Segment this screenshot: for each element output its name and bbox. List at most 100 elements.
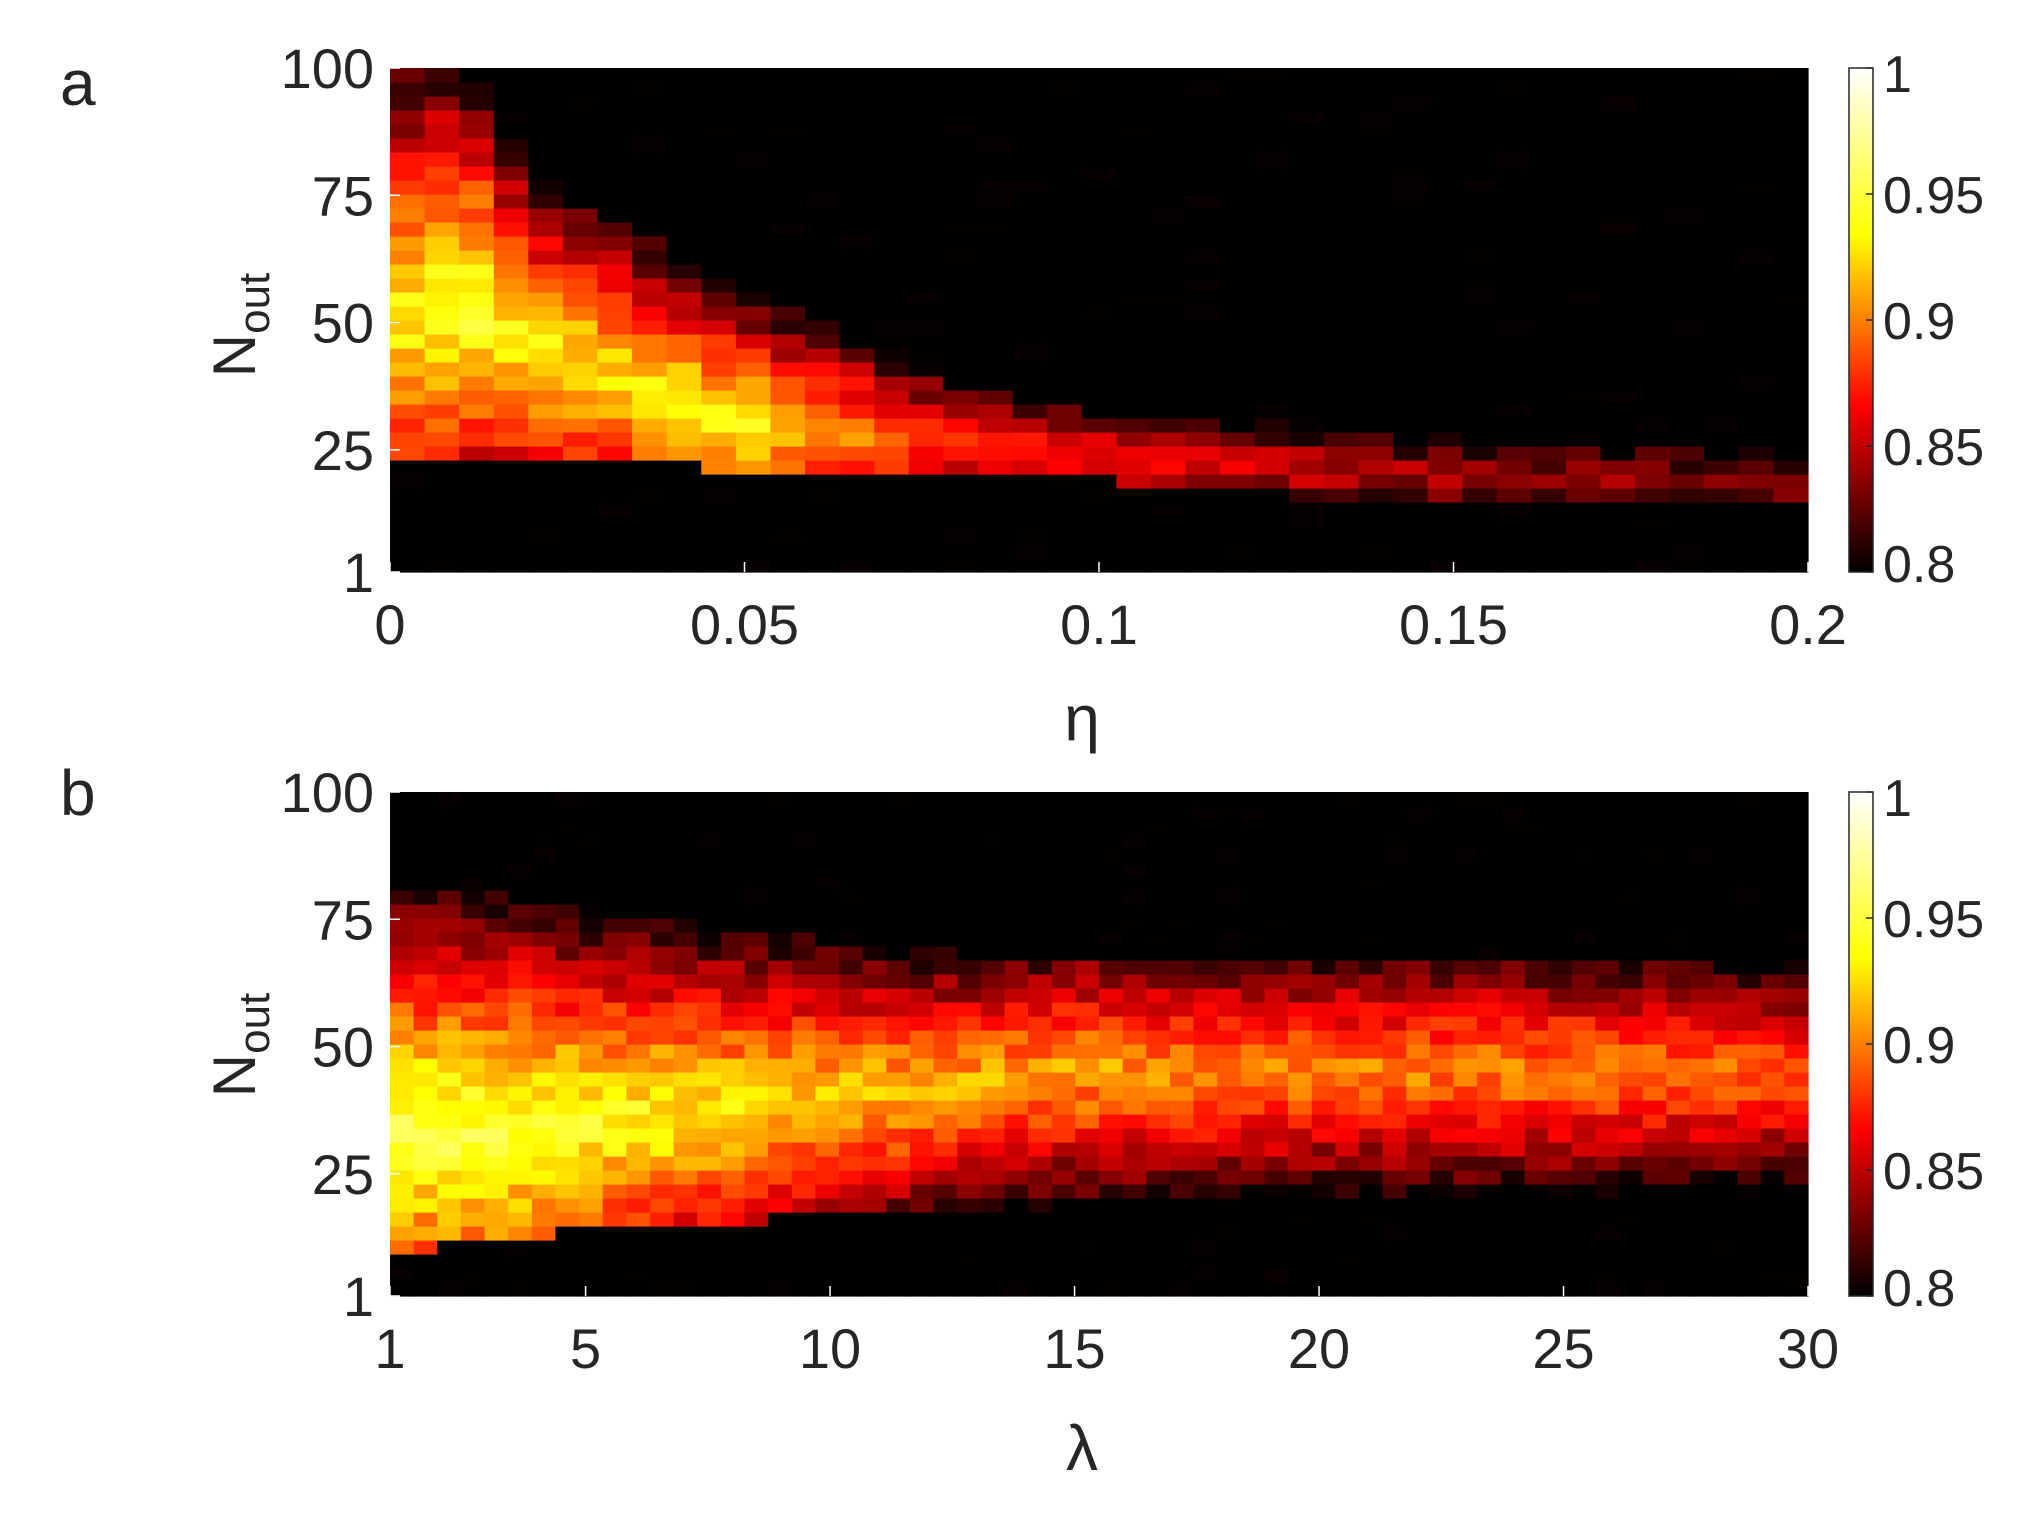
heatmap-cell	[649, 1268, 675, 1283]
heatmap-cell	[626, 1142, 651, 1157]
heatmap-cell	[508, 890, 533, 905]
heatmap-cell	[1571, 1240, 1596, 1255]
heatmap-cell	[908, 418, 944, 433]
heatmap-cell	[666, 264, 702, 279]
heatmap-cell	[701, 334, 737, 349]
heatmap-cell	[1565, 264, 1602, 279]
heatmap-cell	[1240, 1072, 1266, 1087]
heatmap-cell	[1311, 1184, 1336, 1199]
heatmap-cell	[1773, 530, 1809, 545]
heatmap-cell	[1704, 502, 1740, 517]
heatmap-cell	[437, 946, 462, 961]
heatmap-cell	[1406, 862, 1431, 877]
heatmap-cell	[1737, 1268, 1762, 1283]
heatmap-cell	[673, 1044, 698, 1059]
heatmap-cell	[579, 960, 604, 975]
heatmap-cell	[1600, 502, 1636, 517]
heatmap-cell	[1382, 1198, 1407, 1213]
heatmap-cell	[649, 1226, 675, 1241]
heatmap-cell	[1635, 488, 1671, 503]
heatmap-cell	[943, 264, 979, 279]
heatmap-cell	[562, 362, 599, 377]
heatmap-cell	[1429, 1114, 1455, 1129]
heatmap-cell	[1500, 834, 1525, 849]
heatmap-cell	[977, 138, 1014, 153]
heatmap-cell	[437, 1002, 462, 1017]
heatmap-cell	[697, 890, 722, 905]
heatmap-cell	[528, 180, 564, 195]
heatmap-cell	[1429, 1044, 1455, 1059]
heatmap-cell	[874, 138, 910, 153]
heatmap-cell	[744, 988, 769, 1003]
heatmap-cell	[1358, 264, 1394, 279]
heatmap-cell	[1150, 516, 1187, 531]
heatmap-cell	[1289, 376, 1325, 391]
heatmap-cell	[744, 1086, 769, 1101]
heatmap-cell	[1500, 876, 1525, 891]
x-tick-label: 10	[799, 1317, 861, 1380]
heatmap-cell	[908, 96, 944, 111]
heatmap-cell	[1618, 1282, 1644, 1297]
heatmap-cell	[1150, 488, 1187, 503]
heatmap-cell	[720, 806, 746, 821]
heatmap-cell	[957, 1254, 982, 1269]
heatmap-cell	[1496, 334, 1532, 349]
heatmap-cell	[1150, 558, 1187, 573]
heatmap-cell	[1595, 1058, 1620, 1073]
heatmap-cell	[1075, 904, 1100, 919]
heatmap-cell	[1028, 1170, 1053, 1185]
heatmap-cell	[1217, 806, 1242, 821]
heatmap-cell	[1565, 306, 1602, 321]
heatmap-cell	[424, 306, 460, 321]
heatmap-cell	[815, 1002, 840, 1017]
heatmap-cell	[508, 1198, 533, 1213]
heatmap-cell	[1477, 960, 1502, 975]
heatmap-cell	[720, 876, 746, 891]
heatmap-cell	[701, 460, 737, 475]
heatmap-cell	[908, 320, 944, 335]
heatmap-cell	[1666, 960, 1691, 975]
heatmap-cell	[1075, 1184, 1100, 1199]
heatmap-cell	[770, 278, 806, 293]
heatmap-cell	[815, 1072, 840, 1087]
heatmap-cell	[1669, 418, 1705, 433]
heatmap-cell	[744, 1212, 769, 1227]
heatmap-cell	[1028, 834, 1053, 849]
heatmap-cell	[1453, 1086, 1478, 1101]
heatmap-cell	[1264, 792, 1289, 807]
heatmap-cell	[649, 932, 675, 947]
heatmap-cell	[1122, 1086, 1147, 1101]
heatmap-cell	[1075, 1170, 1100, 1185]
heatmap-cell	[909, 890, 935, 905]
heatmap-cell	[555, 904, 580, 919]
heatmap-cell	[1571, 862, 1596, 877]
heatmap-cell	[943, 390, 979, 405]
heatmap-cell	[484, 1156, 509, 1171]
heatmap-cell	[1240, 1030, 1266, 1045]
heatmap-cell	[805, 306, 841, 321]
heatmap-cell	[1146, 1198, 1171, 1213]
heatmap-cell	[1392, 194, 1429, 209]
heatmap-cell	[1264, 1086, 1289, 1101]
heatmap-cell	[437, 1268, 462, 1283]
heatmap-cell	[626, 1170, 651, 1185]
heatmap-cell	[791, 1044, 816, 1059]
heatmap-cell	[1169, 988, 1195, 1003]
heatmap-cell	[1012, 460, 1048, 475]
heatmap-cell	[1264, 1058, 1289, 1073]
heatmap-cell	[555, 1100, 580, 1115]
heatmap-cell	[1335, 1086, 1360, 1101]
heatmap-cell	[390, 292, 426, 307]
heatmap-cell	[1185, 96, 1221, 111]
heatmap-cell	[1600, 474, 1636, 489]
heatmap-cell	[909, 1170, 935, 1185]
heatmap-cell	[1738, 152, 1775, 167]
heatmap-cell	[1784, 1156, 1809, 1171]
heatmap-cell	[555, 1142, 580, 1157]
heatmap-cell	[980, 1268, 1006, 1283]
heatmap-cell	[1635, 558, 1671, 573]
heatmap-cell	[390, 110, 426, 125]
heatmap-cell	[1099, 1072, 1124, 1087]
heatmap-cell	[1666, 1240, 1691, 1255]
heatmap-cell	[1669, 264, 1705, 279]
